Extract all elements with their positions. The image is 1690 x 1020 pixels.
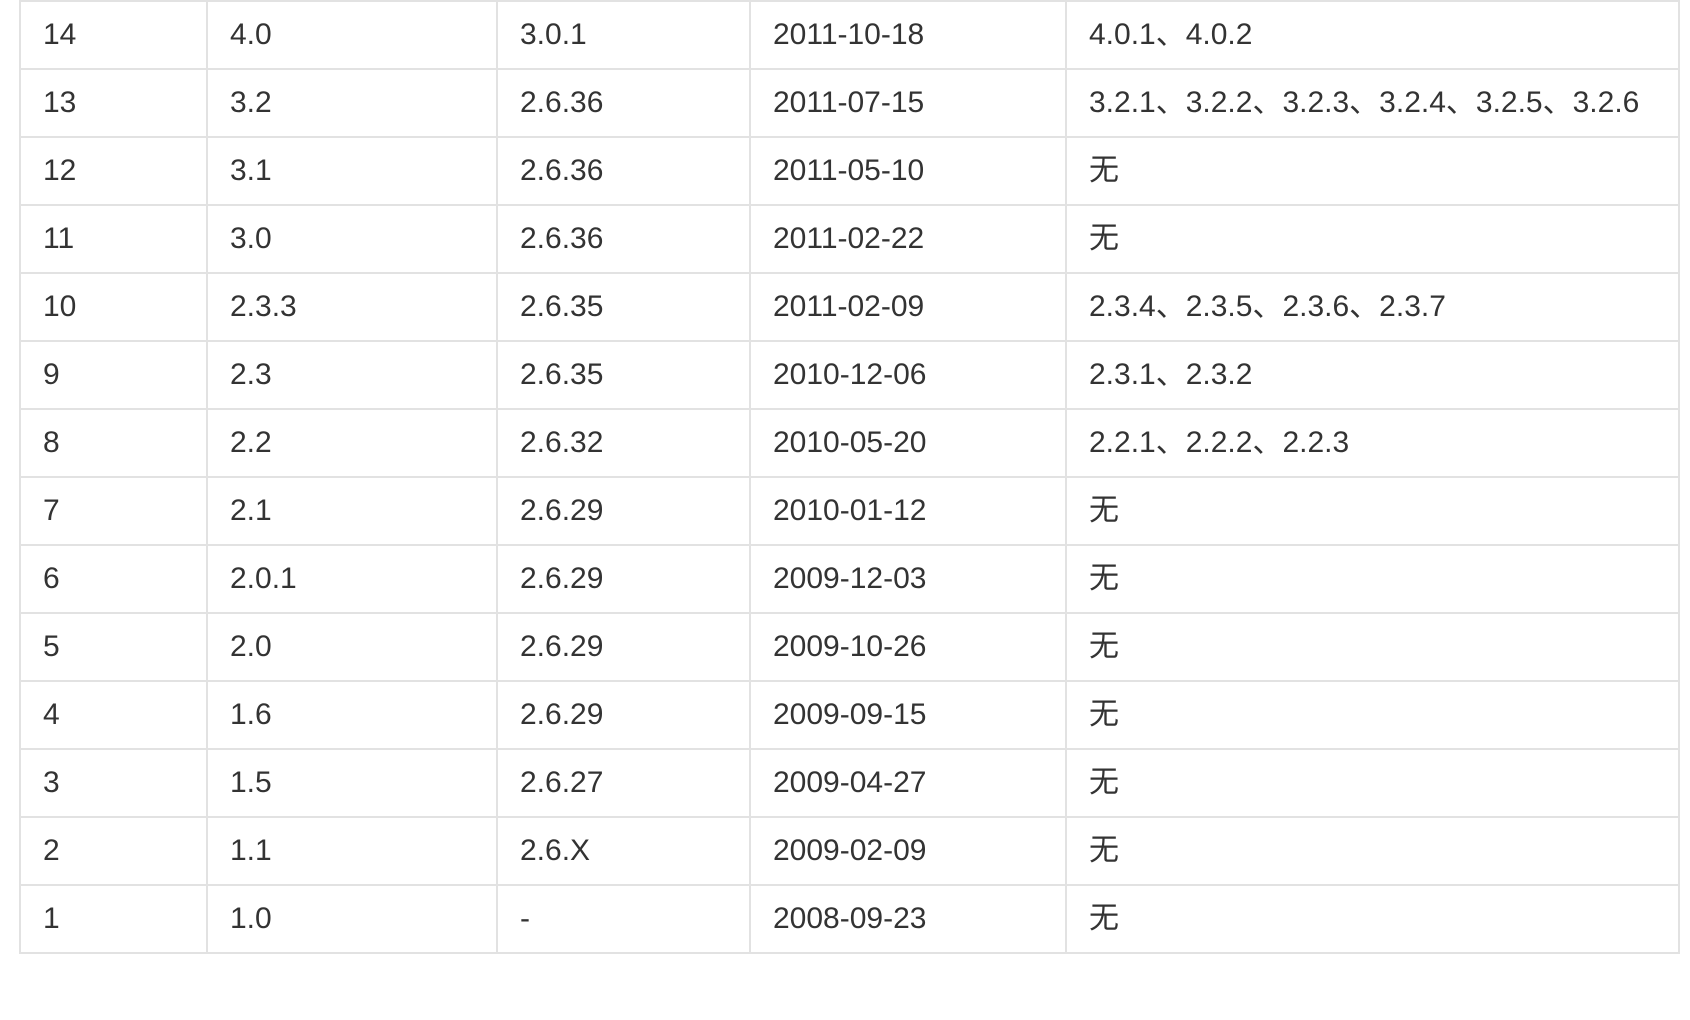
version-cell: 1.5 xyxy=(206,748,498,818)
version-table: 14 4.0 3.0.1 2011-10-18 4.0.1、4.0.2 13 3… xyxy=(19,0,1680,954)
version-cell: 1.0 xyxy=(206,884,498,954)
release-date-cell: 2011-10-18 xyxy=(749,0,1067,70)
version-cell: 2.3 xyxy=(206,340,498,410)
kernel-cell: 2.6.29 xyxy=(496,476,751,546)
kernel-cell: 2.6.29 xyxy=(496,612,751,682)
row-number-cell: 8 xyxy=(19,408,208,478)
kernel-cell: 2.6.35 xyxy=(496,340,751,410)
updates-cell: 无 xyxy=(1065,476,1680,546)
updates-cell: 3.2.1、3.2.2、3.2.3、3.2.4、3.2.5、3.2.6 xyxy=(1065,68,1680,138)
row-number-cell: 12 xyxy=(19,136,208,206)
version-cell: 2.0.1 xyxy=(206,544,498,614)
release-date-cell: 2010-01-12 xyxy=(749,476,1067,546)
release-date-cell: 2011-02-22 xyxy=(749,204,1067,274)
kernel-cell: 2.6.29 xyxy=(496,680,751,750)
version-table-container: 14 4.0 3.0.1 2011-10-18 4.0.1、4.0.2 13 3… xyxy=(19,0,1680,954)
version-cell: 3.1 xyxy=(206,136,498,206)
version-cell: 2.2 xyxy=(206,408,498,478)
row-number-cell: 11 xyxy=(19,204,208,274)
release-date-cell: 2009-12-03 xyxy=(749,544,1067,614)
updates-cell: 无 xyxy=(1065,612,1680,682)
updates-cell: 无 xyxy=(1065,816,1680,886)
version-cell: 2.0 xyxy=(206,612,498,682)
version-cell: 3.2 xyxy=(206,68,498,138)
release-date-cell: 2010-05-20 xyxy=(749,408,1067,478)
release-date-cell: 2011-02-09 xyxy=(749,272,1067,342)
version-cell: 3.0 xyxy=(206,204,498,274)
table-row: 8 2.2 2.6.32 2010-05-20 2.2.1、2.2.2、2.2.… xyxy=(19,408,1680,478)
table-row: 2 1.1 2.6.X 2009-02-09 无 xyxy=(19,816,1680,886)
updates-cell: 无 xyxy=(1065,544,1680,614)
row-number-cell: 14 xyxy=(19,0,208,70)
updates-cell: 无 xyxy=(1065,136,1680,206)
updates-cell: 无 xyxy=(1065,680,1680,750)
kernel-cell: 2.6.36 xyxy=(496,68,751,138)
table-row: 6 2.0.1 2.6.29 2009-12-03 无 xyxy=(19,544,1680,614)
kernel-cell: 3.0.1 xyxy=(496,0,751,70)
row-number-cell: 4 xyxy=(19,680,208,750)
release-date-cell: 2008-09-23 xyxy=(749,884,1067,954)
row-number-cell: 13 xyxy=(19,68,208,138)
version-cell: 4.0 xyxy=(206,0,498,70)
release-date-cell: 2009-04-27 xyxy=(749,748,1067,818)
row-number-cell: 9 xyxy=(19,340,208,410)
kernel-cell: 2.6.36 xyxy=(496,204,751,274)
table-row: 3 1.5 2.6.27 2009-04-27 无 xyxy=(19,748,1680,818)
kernel-cell: 2.6.29 xyxy=(496,544,751,614)
release-date-cell: 2009-09-15 xyxy=(749,680,1067,750)
updates-cell: 无 xyxy=(1065,204,1680,274)
kernel-cell: 2.6.32 xyxy=(496,408,751,478)
table-row: 5 2.0 2.6.29 2009-10-26 无 xyxy=(19,612,1680,682)
table-row: 10 2.3.3 2.6.35 2011-02-09 2.3.4、2.3.5、2… xyxy=(19,272,1680,342)
updates-cell: 无 xyxy=(1065,748,1680,818)
table-row: 12 3.1 2.6.36 2011-05-10 无 xyxy=(19,136,1680,206)
release-date-cell: 2011-07-15 xyxy=(749,68,1067,138)
version-cell: 2.3.3 xyxy=(206,272,498,342)
version-cell: 1.6 xyxy=(206,680,498,750)
version-cell: 1.1 xyxy=(206,816,498,886)
row-number-cell: 2 xyxy=(19,816,208,886)
release-date-cell: 2009-02-09 xyxy=(749,816,1067,886)
table-row: 1 1.0 - 2008-09-23 无 xyxy=(19,884,1680,954)
row-number-cell: 1 xyxy=(19,884,208,954)
table-row: 9 2.3 2.6.35 2010-12-06 2.3.1、2.3.2 xyxy=(19,340,1680,410)
release-date-cell: 2010-12-06 xyxy=(749,340,1067,410)
row-number-cell: 10 xyxy=(19,272,208,342)
table-row: 13 3.2 2.6.36 2011-07-15 3.2.1、3.2.2、3.2… xyxy=(19,68,1680,138)
version-cell: 2.1 xyxy=(206,476,498,546)
kernel-cell: 2.6.X xyxy=(496,816,751,886)
release-date-cell: 2011-05-10 xyxy=(749,136,1067,206)
kernel-cell: 2.6.35 xyxy=(496,272,751,342)
updates-cell: 2.3.4、2.3.5、2.3.6、2.3.7 xyxy=(1065,272,1680,342)
table-row: 11 3.0 2.6.36 2011-02-22 无 xyxy=(19,204,1680,274)
table-row: 7 2.1 2.6.29 2010-01-12 无 xyxy=(19,476,1680,546)
release-date-cell: 2009-10-26 xyxy=(749,612,1067,682)
row-number-cell: 7 xyxy=(19,476,208,546)
updates-cell: 4.0.1、4.0.2 xyxy=(1065,0,1680,70)
table-row: 4 1.6 2.6.29 2009-09-15 无 xyxy=(19,680,1680,750)
row-number-cell: 5 xyxy=(19,612,208,682)
kernel-cell: 2.6.27 xyxy=(496,748,751,818)
updates-cell: 2.3.1、2.3.2 xyxy=(1065,340,1680,410)
kernel-cell: 2.6.36 xyxy=(496,136,751,206)
table-row: 14 4.0 3.0.1 2011-10-18 4.0.1、4.0.2 xyxy=(19,0,1680,70)
updates-cell: 无 xyxy=(1065,884,1680,954)
updates-cell: 2.2.1、2.2.2、2.2.3 xyxy=(1065,408,1680,478)
kernel-cell: - xyxy=(496,884,751,954)
row-number-cell: 6 xyxy=(19,544,208,614)
row-number-cell: 3 xyxy=(19,748,208,818)
